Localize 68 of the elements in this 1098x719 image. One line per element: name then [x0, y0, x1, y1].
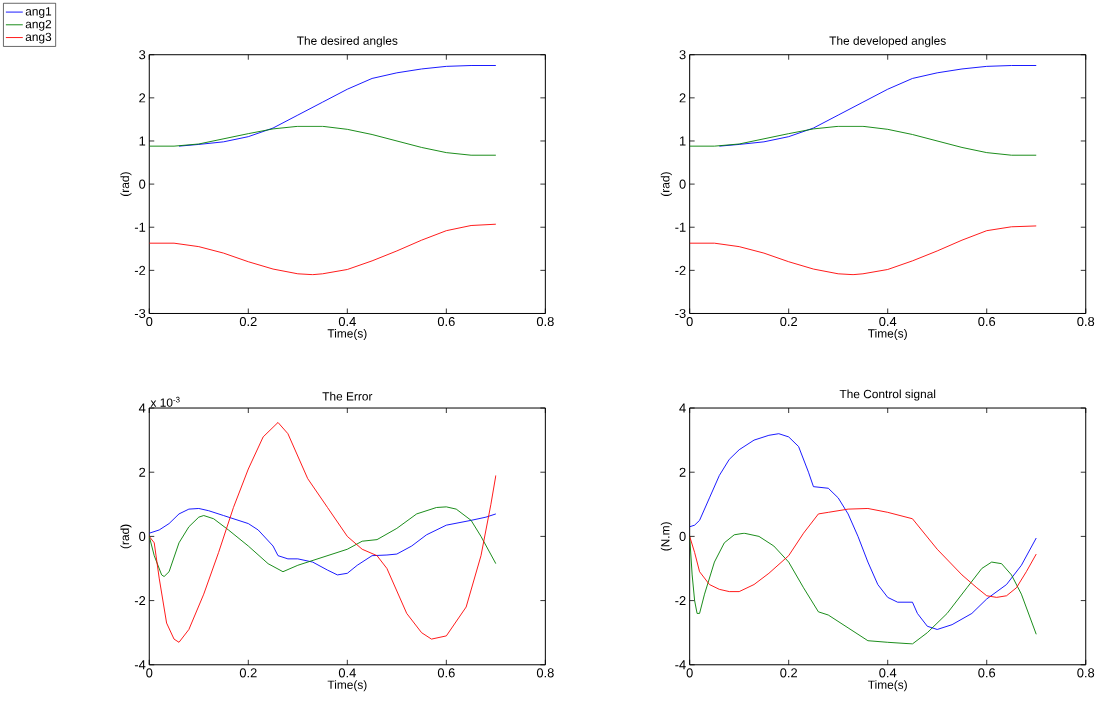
line-series	[149, 223, 497, 276]
x-tick-label: 0.2	[780, 317, 797, 327]
x-tick-label: 0.4	[879, 668, 897, 678]
y-tick-label: 1	[139, 136, 146, 146]
y-tick-label: 4	[679, 403, 686, 413]
text: x 10$^{-3}$	[150, 397, 180, 408]
chart-title: The desired angles	[296, 36, 398, 48]
legend-label: ang2	[25, 20, 52, 31]
y-tick-label: -3	[134, 309, 146, 319]
chart-title: The Error	[322, 392, 373, 401]
y-tick-label: -3	[675, 309, 686, 319]
line-series	[689, 508, 1037, 599]
y-tick-label: 3	[139, 50, 146, 60]
line-series	[149, 422, 497, 643]
x-tick-label: 0.6	[437, 668, 455, 678]
y-tick-label: 0	[139, 532, 146, 542]
y-tick-label: -1	[134, 223, 146, 232]
y-tick-label: 2	[679, 467, 686, 477]
y-tick-label: 1	[679, 136, 686, 146]
y-axis-title: (rad)	[120, 172, 132, 197]
chart-title: The Control signal	[839, 389, 936, 401]
x-tick-label: 0	[686, 317, 693, 327]
x-axis-title: Time(s)	[868, 680, 907, 692]
x-axis-title: Time(s)	[868, 329, 907, 341]
line-series	[689, 433, 1037, 631]
legend-label: ang1	[25, 7, 52, 19]
y-axis-title: (rad)	[120, 524, 132, 549]
y-tick-label: 0	[139, 179, 146, 189]
x-tick-label: 0.8	[1077, 317, 1095, 327]
x-tick-label: 0.6	[978, 317, 996, 327]
chart-title: The developed angles	[829, 36, 946, 48]
x-tick-label: 0.4	[338, 317, 356, 327]
y-tick-label: 2	[139, 467, 146, 477]
y-tick-label: 0	[679, 179, 686, 189]
y-axis-title: (N.m)	[660, 522, 672, 551]
line-series	[178, 65, 497, 147]
y-tick-label: 2	[139, 93, 146, 103]
y-tick-label: 3	[679, 50, 686, 60]
y-tick-label: 0	[679, 532, 686, 542]
y-tick-label: -2	[134, 596, 146, 606]
y-tick-label: -4	[134, 660, 146, 670]
x-axis-title: Time(s)	[327, 329, 367, 341]
legend-label: ang3	[25, 32, 52, 44]
line-series	[689, 532, 1037, 645]
x-tick-label: 0.4	[879, 317, 897, 327]
x-tick-label: 0	[146, 668, 153, 678]
x-axis-title: Time(s)	[327, 680, 367, 692]
y-tick-label: -2	[675, 266, 686, 276]
x-tick-label: 0.6	[437, 317, 455, 327]
x-tick-label: 0.2	[780, 668, 797, 678]
x-tick-label: 0.8	[536, 668, 554, 678]
y-tick-label: -1	[675, 223, 686, 232]
y-tick-label: -4	[675, 660, 686, 670]
y-tick-label: -2	[134, 266, 146, 276]
y-tick-label: 4	[138, 403, 146, 413]
x-tick-label: 0.6	[978, 668, 996, 678]
x-tick-label: 0.4	[338, 668, 356, 678]
x-tick-label: 0.8	[536, 317, 554, 327]
x-tick-label: 0.2	[239, 317, 257, 327]
y-tick-label: 2	[679, 93, 686, 103]
line-series	[689, 225, 1037, 276]
y-axis-title: (rad)	[660, 172, 672, 197]
line-series	[718, 65, 1037, 147]
x-tick-label: 0	[686, 668, 693, 678]
x-tick-label: 0	[146, 317, 153, 327]
x-tick-label: 0.8	[1077, 668, 1095, 678]
y-tick-label: -2	[675, 596, 686, 606]
x-tick-label: 0.2	[239, 668, 257, 678]
